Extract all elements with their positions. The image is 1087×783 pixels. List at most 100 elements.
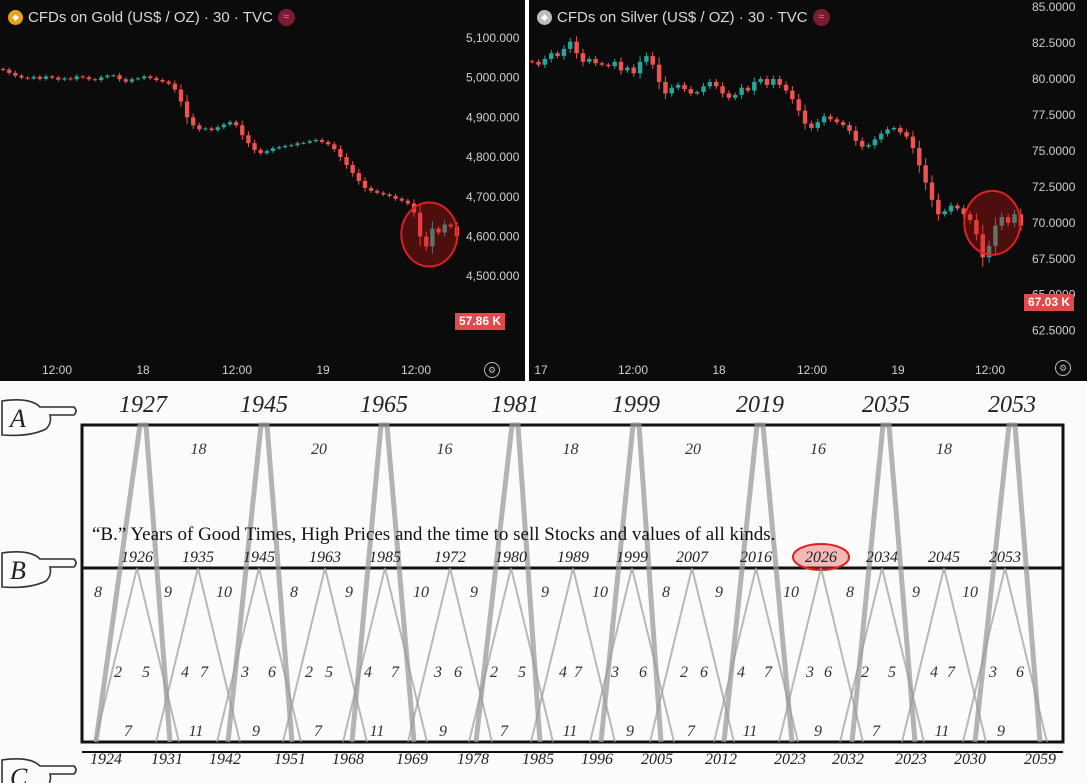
candle-body — [866, 145, 871, 147]
a-year-label: 1999 — [612, 392, 660, 418]
candle-body — [19, 75, 24, 78]
a-cycle-triangle — [349, 422, 417, 743]
candle-body — [739, 87, 744, 95]
gold-volume-badge: 57.86 K — [455, 313, 506, 330]
candle-body — [574, 41, 579, 54]
candle-body — [356, 172, 361, 181]
mid-number: 3 — [988, 664, 997, 681]
candle-body — [301, 142, 306, 144]
b-year-label: 2016 — [740, 549, 772, 566]
candle-body — [430, 228, 435, 247]
candle-body — [221, 124, 227, 128]
y-tick-label: 70.0000 — [1032, 216, 1076, 230]
b-span-label: 10 — [592, 584, 608, 601]
candle-body — [612, 61, 617, 67]
b-span-label: 10 — [413, 584, 429, 601]
c-year-label: 2032 — [832, 751, 864, 768]
candle-body — [1005, 217, 1011, 223]
candle-body — [307, 141, 312, 143]
candle-body — [148, 76, 153, 79]
y-tick-label: 77.5000 — [1032, 108, 1076, 122]
candle-body — [593, 58, 598, 64]
candle-body — [764, 79, 770, 85]
candle-body — [332, 144, 337, 150]
candle-body — [802, 110, 808, 124]
gold-chart-panel[interactable]: 5,100.000 5,000.000 4,900.000 4,800.000 4,70… — [0, 0, 525, 381]
candle-body — [362, 180, 368, 189]
c-year-label: 1942 — [209, 751, 241, 768]
y-tick-label: 85.0000 — [1032, 0, 1076, 14]
candle-body — [853, 130, 859, 141]
b-year-label: 2053 — [989, 549, 1021, 566]
candle-body — [720, 86, 725, 94]
candle-body — [68, 78, 73, 80]
candle-body — [129, 79, 135, 82]
c-year-label: 2023 — [895, 751, 927, 768]
c-year-label: 2012 — [705, 751, 737, 768]
candle-body — [796, 99, 801, 111]
candle-body — [529, 61, 535, 63]
candle-body — [215, 127, 220, 131]
candle-body — [663, 81, 668, 94]
candle-body — [227, 122, 233, 125]
b-cycle-triangle — [216, 567, 302, 743]
a-cycle-triangle — [721, 422, 795, 743]
silver-chart-title: CFDs on Silver (US$ / OZ) · 30 · TVC — [557, 8, 808, 26]
x-tick-label: 12:00 — [401, 363, 431, 377]
gear-icon[interactable]: ⚙ — [1055, 360, 1071, 376]
candle-body — [758, 79, 763, 82]
silver-chart-panel[interactable]: 85.0000 82.5000 80.0000 77.5000 75.0000 72.50… — [529, 0, 1087, 381]
highlight-circle — [400, 201, 459, 268]
candle-body — [141, 76, 147, 79]
candle-body — [929, 182, 935, 200]
b-pointer-icon — [1, 551, 77, 589]
candle-body — [777, 79, 782, 85]
mid-number: 3 — [433, 664, 442, 681]
candle-body — [701, 86, 706, 92]
candle-body — [197, 125, 202, 130]
candle-body — [375, 190, 380, 193]
a-cycle-triangle — [972, 422, 1043, 743]
mid-number: 6 — [454, 664, 462, 681]
candle-body — [885, 129, 890, 134]
low-number: 11 — [370, 723, 385, 740]
candle-body — [625, 67, 630, 71]
candle-body — [92, 79, 98, 81]
candle-body — [961, 208, 966, 215]
tvc-source-icon[interactable]: ≈ — [277, 8, 295, 26]
candle-body — [967, 214, 973, 220]
a-year-label: 1981 — [491, 392, 539, 418]
panel-divider — [525, 0, 529, 381]
candle-body — [942, 211, 947, 215]
b-cycle-triangle — [962, 567, 1048, 743]
mid-number: 2 — [680, 664, 688, 681]
a-span-label: 18 — [191, 441, 207, 458]
candle-body — [191, 117, 196, 126]
gold-candlestick-chart[interactable]: 5,100.000 5,000.000 4,900.000 4,800.000 4,70… — [0, 0, 525, 381]
b-year-label: 1989 — [557, 549, 589, 566]
candle-body — [555, 53, 560, 57]
candle-body — [568, 41, 573, 49]
candle-body — [319, 139, 325, 142]
candle-body — [986, 245, 992, 258]
tvc-source-icon[interactable]: ≈ — [812, 8, 830, 26]
x-tick-label: 18 — [712, 363, 726, 377]
silver-candlestick-chart[interactable]: 85.0000 82.5000 80.0000 77.5000 75.0000 72.50… — [529, 0, 1087, 381]
candle-body — [344, 157, 349, 165]
candle-body — [105, 75, 110, 78]
y-tick-label: 4,500.000 — [466, 269, 520, 283]
y-tick-label: 4,900.000 — [466, 110, 520, 124]
mid-number: 5 — [888, 664, 896, 681]
candle-body — [682, 84, 687, 90]
b-cycle-triangle — [589, 567, 675, 743]
low-number: 7 — [687, 723, 696, 740]
candle-body — [123, 79, 128, 82]
b-year-label: 1935 — [182, 549, 214, 566]
candle-body — [828, 116, 833, 120]
gear-icon[interactable]: ⚙ — [484, 362, 500, 378]
candle-body — [536, 61, 541, 65]
candle-body — [184, 101, 190, 118]
a-year-label: 1965 — [360, 392, 408, 418]
candle-body — [13, 72, 18, 76]
mid-number: 7 — [391, 664, 400, 681]
